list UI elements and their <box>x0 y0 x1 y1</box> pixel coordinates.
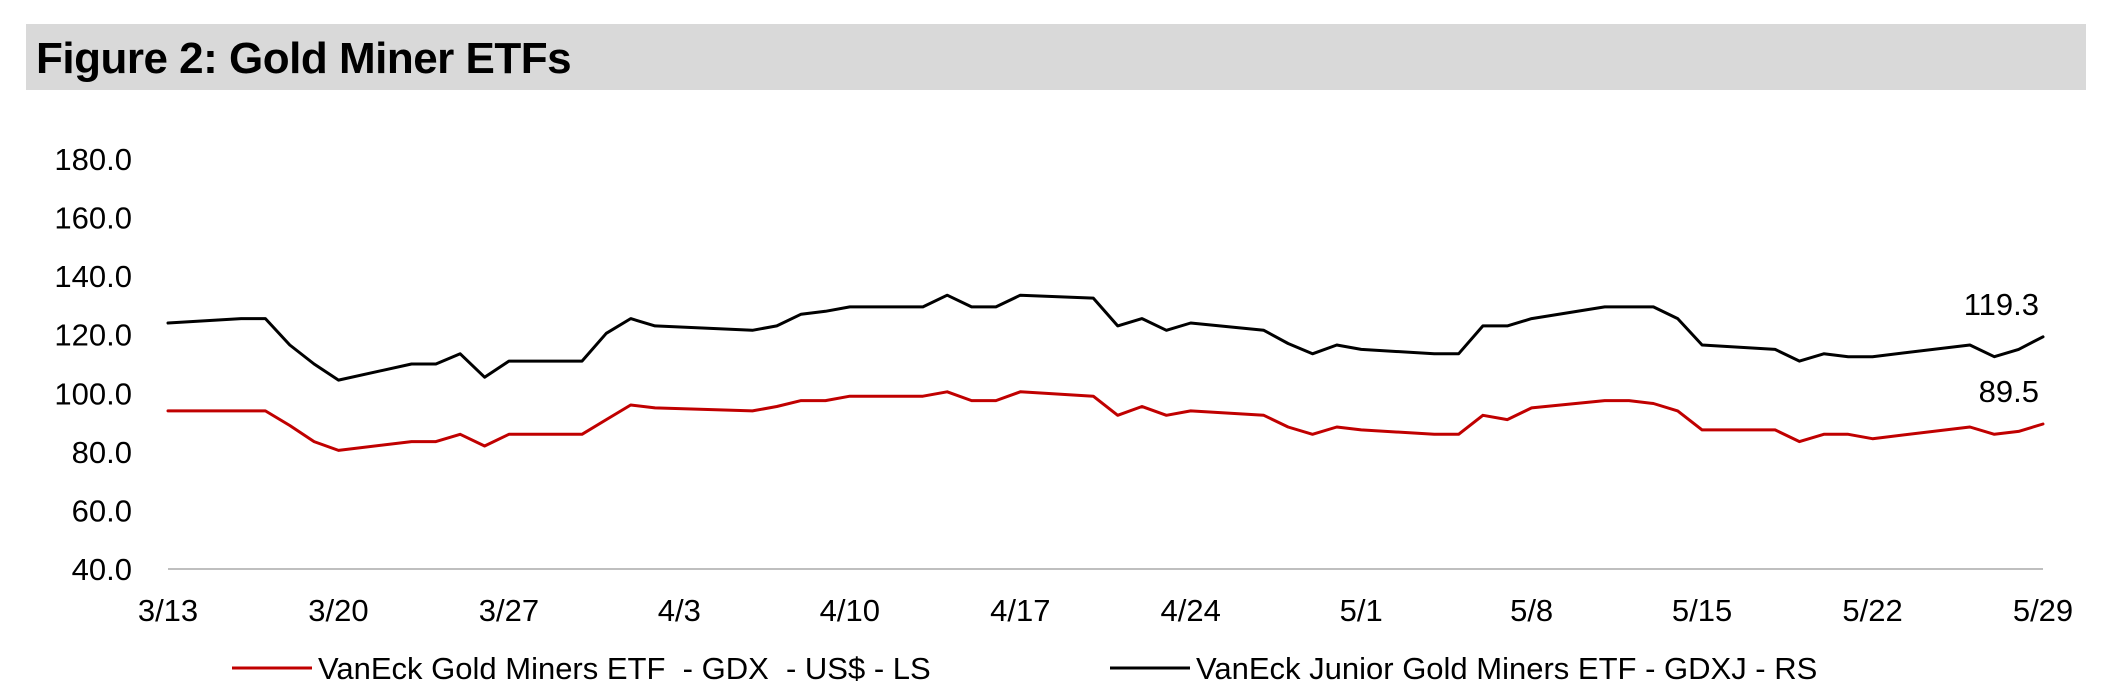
gdx-series-line <box>166 390 2045 452</box>
y-axis-labels: 40.0 60.0 80.0 100.0 120.0 140.0 160.0 180.0 <box>54 142 132 587</box>
x-tick-label: 5/15 <box>1672 593 1732 628</box>
end-labels: 89.5 119.3 <box>1964 287 2039 409</box>
x-tick-label: 5/22 <box>1842 593 1902 628</box>
gdxj-end-label: 119.3 <box>1964 287 2039 322</box>
y-tick-label: 60.0 <box>72 493 132 528</box>
title-bar: Figure 2: Gold Miner ETFs <box>26 24 2086 90</box>
gdx-legend-label: VanEck Gold Miners ETF - GDX - US$ - LS <box>318 651 931 686</box>
y-tick-label: 160.0 <box>54 201 132 236</box>
x-tick-label: 4/24 <box>1161 593 1221 628</box>
gdx-end-label: 89.5 <box>1979 374 2039 409</box>
y-tick-label: 100.0 <box>54 376 132 411</box>
x-tick-label: 4/3 <box>658 593 701 628</box>
series-lines <box>166 293 2045 452</box>
x-tick-label: 5/1 <box>1340 593 1383 628</box>
x-tick-label: 3/20 <box>308 593 368 628</box>
y-tick-label: 180.0 <box>54 142 132 177</box>
x-tick-label: 4/17 <box>990 593 1050 628</box>
x-tick-label: 3/13 <box>138 593 198 628</box>
x-tick-label: 5/8 <box>1510 593 1553 628</box>
x-tick-label: 5/29 <box>2013 593 2073 628</box>
legend: VanEck Gold Miners ETF - GDX - US$ - LS V… <box>232 651 1817 686</box>
x-tick-label: 3/27 <box>479 593 539 628</box>
y-tick-label: 80.0 <box>72 435 132 470</box>
gdxj-legend-label: VanEck Junior Gold Miners ETF - GDXJ - R… <box>1196 651 1817 686</box>
figure-title: Figure 2: Gold Miner ETFs <box>36 34 572 83</box>
y-tick-label: 140.0 <box>54 259 132 294</box>
y-tick-label: 40.0 <box>72 552 132 587</box>
gdxj-series-line <box>166 293 2045 382</box>
x-tick-label: 4/10 <box>820 593 880 628</box>
y-tick-label: 120.0 <box>54 318 132 353</box>
x-axis-labels: 3/13 3/20 3/27 4/3 4/10 4/17 4/24 5/1 5/8 5/15 5/2… <box>138 593 2073 628</box>
